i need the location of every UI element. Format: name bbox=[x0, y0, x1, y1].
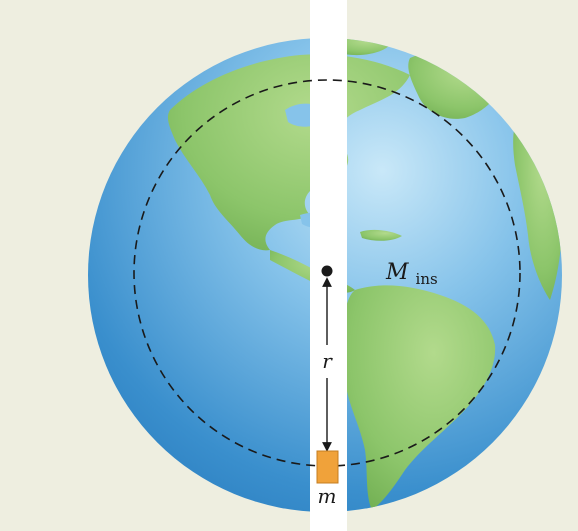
mass-inside-symbol: M bbox=[385, 260, 409, 285]
north-america-land bbox=[167, 54, 410, 251]
center-dot-icon bbox=[321, 265, 333, 277]
small-mass-label: m bbox=[318, 484, 337, 508]
south-america-land bbox=[341, 285, 496, 510]
mass-inside-subscript: ins bbox=[416, 270, 438, 288]
radius-label: r bbox=[322, 349, 333, 373]
mass-inside-label: M ins bbox=[385, 260, 438, 288]
caribbean-islands-land bbox=[360, 229, 402, 241]
small-mass-block bbox=[316, 450, 339, 484]
